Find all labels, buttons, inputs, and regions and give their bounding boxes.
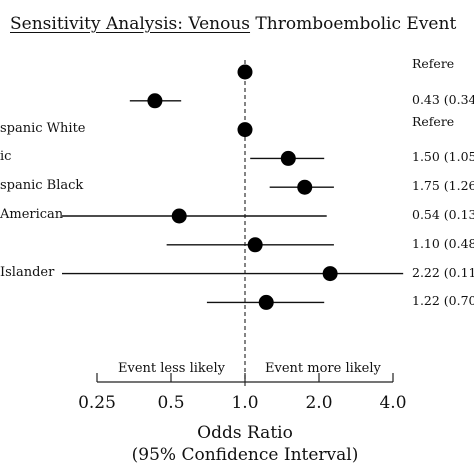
row-label-7: Islander xyxy=(0,264,55,280)
row-label-4: spanic Black xyxy=(0,178,84,194)
x-tick-label-1: 0.5 xyxy=(157,393,185,413)
row-label-5: American xyxy=(0,207,64,222)
row-value-6: 1.10 (0.48 xyxy=(412,235,474,251)
row-value-0: Refere xyxy=(412,56,455,71)
chart-title-underlined: Sensitivity Analysis: Venous xyxy=(10,14,251,34)
point-estimate-7 xyxy=(322,266,338,282)
row-value-1: 0.43 (0.34 xyxy=(412,91,474,107)
direction-more-likely-label: Event more likely xyxy=(265,361,381,376)
row-label-3: ic xyxy=(0,149,12,165)
row-value-8: 1.22 (0.70 xyxy=(412,293,474,309)
x-axis-label: Odds Ratio xyxy=(197,423,293,443)
point-estimate-5 xyxy=(171,208,187,224)
direction-less-likely-label: Event less likely xyxy=(118,361,225,376)
x-tick-label-2: 1.0 xyxy=(231,393,259,413)
row-value-4: 1.75 (1.26 xyxy=(412,178,474,194)
point-estimate-3 xyxy=(280,150,296,166)
point-estimate-0 xyxy=(237,64,253,80)
point-estimate-6 xyxy=(247,237,263,253)
point-estimate-1 xyxy=(147,93,163,109)
row-value-5: 0.54 (0.13 xyxy=(412,207,474,222)
row-label-2: spanic White xyxy=(0,120,86,136)
row-value-2: Refere xyxy=(412,113,455,129)
x-tick-label-4: 4.0 xyxy=(379,393,407,413)
x-axis-sublabel: (95% Confidence Interval) xyxy=(131,445,359,465)
chart-title-rest: Thromboembolic Event xyxy=(250,14,457,34)
point-estimate-8 xyxy=(258,294,274,310)
point-estimate-4 xyxy=(297,179,313,195)
x-tick-label-0: 0.25 xyxy=(78,393,116,413)
row-value-7: 2.22 (0.11 xyxy=(412,264,474,280)
row-value-3: 1.50 (1.05 xyxy=(412,149,474,165)
point-estimate-2 xyxy=(237,122,253,138)
chart-title: Sensitivity Analysis: Venous Thromboembo… xyxy=(10,14,456,34)
x-tick-label-3: 2.0 xyxy=(305,393,333,413)
